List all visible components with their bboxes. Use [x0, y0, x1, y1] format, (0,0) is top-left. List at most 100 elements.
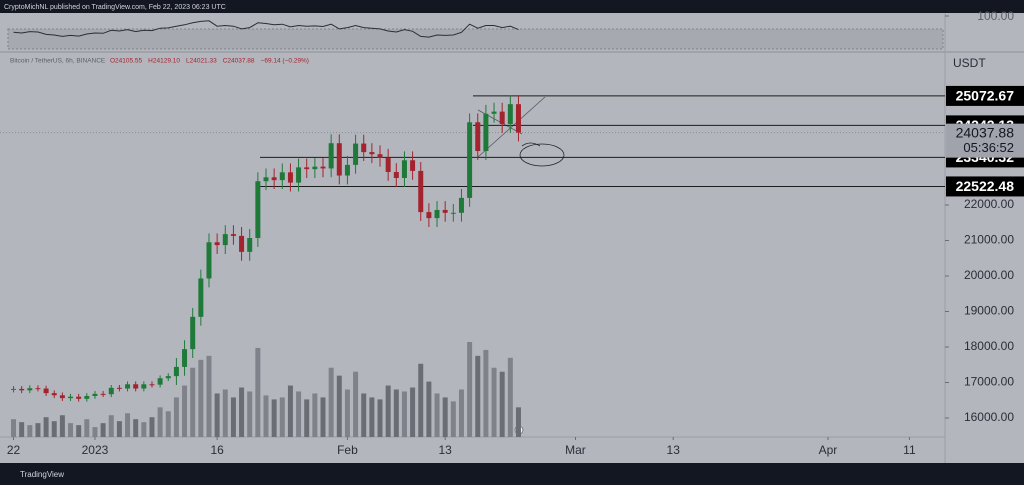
- candle-body: [125, 384, 131, 389]
- candle-body: [410, 160, 416, 171]
- volume-bar: [133, 419, 139, 437]
- volume-bar: [76, 425, 82, 437]
- candle-body: [100, 393, 106, 395]
- candle-body: [312, 166, 318, 170]
- volume-bar: [35, 423, 41, 437]
- volume-bar: [116, 421, 122, 437]
- x-tick-label: Feb: [337, 443, 358, 457]
- candle-body: [198, 278, 204, 317]
- candle-body: [84, 395, 90, 399]
- last-price-label: 24037.88: [956, 124, 1015, 140]
- candle-body: [43, 388, 49, 394]
- volume-bar: [336, 375, 342, 437]
- candle-body: [141, 384, 147, 389]
- volume-bar: [43, 417, 49, 437]
- volume-bar: [450, 401, 456, 437]
- volume-bar: [92, 427, 98, 437]
- x-tick-label: 16: [210, 443, 224, 457]
- countdown: 05:36:52: [963, 140, 1014, 155]
- level-label: 22522.48: [956, 178, 1015, 194]
- volume-bar: [84, 419, 90, 437]
- candle-body: [442, 209, 448, 213]
- volume-bar: [304, 399, 310, 437]
- candle-body: [165, 376, 171, 379]
- level-label-box: [946, 176, 1024, 197]
- candle-body: [76, 396, 82, 399]
- volume-bar: [59, 415, 65, 437]
- volume-bar: [507, 357, 513, 437]
- volume-bar: [27, 425, 33, 437]
- y-tick-label: 19000.00: [964, 304, 1014, 318]
- volume-bar: [385, 385, 391, 437]
- level-label: 25072.67: [956, 88, 1015, 104]
- quote-value: L24021.33: [186, 58, 217, 65]
- candle-body: [336, 143, 342, 176]
- volume-bar: [344, 389, 350, 437]
- x-tick-label: Apr: [819, 443, 838, 457]
- candle-body: [214, 242, 220, 246]
- volume-bar: [458, 389, 464, 437]
- candle-body: [68, 396, 74, 399]
- candle-body: [353, 143, 359, 165]
- footer-bar: [0, 463, 1024, 485]
- footer: TradingView: [20, 470, 64, 479]
- candle-body: [222, 234, 228, 246]
- volume-bar: [401, 391, 407, 437]
- legend: Bitcoin / TetherUS, 6h, BINANCE: [10, 58, 106, 65]
- volume-bar: [51, 421, 57, 437]
- candle-body: [304, 167, 310, 170]
- candle-body: [263, 177, 269, 182]
- candle-body: [255, 181, 261, 239]
- candle-body: [385, 157, 391, 172]
- candle-body: [344, 164, 350, 176]
- x-tick-label: Mar: [565, 443, 586, 457]
- candle-body: [491, 111, 497, 114]
- volume-bar: [206, 355, 212, 437]
- candle-body: [247, 238, 253, 252]
- candle-body: [92, 393, 98, 396]
- y-tick-label: 22000.00: [964, 197, 1014, 211]
- candle-body: [361, 143, 367, 153]
- quote-value: H24129.10: [148, 58, 180, 65]
- y-tick-label: 21000.00: [964, 233, 1014, 247]
- candle-body: [296, 167, 302, 183]
- candle-body: [499, 111, 505, 125]
- x-tick-label: 22: [7, 443, 21, 457]
- candle-body: [458, 197, 464, 213]
- candle-body: [287, 172, 293, 183]
- candle-body: [51, 393, 57, 396]
- volume-bar: [214, 393, 220, 437]
- volume-bar: [434, 393, 440, 437]
- candle-body: [320, 166, 326, 169]
- volume-bar: [182, 385, 188, 437]
- volume-bar: [279, 397, 285, 437]
- rsi-line: [13, 20, 519, 38]
- x-tick-label: 11: [903, 443, 916, 457]
- volume-bar: [483, 349, 489, 437]
- volume-bar: [296, 391, 302, 437]
- volume-bar: [190, 367, 196, 437]
- candle-body: [182, 349, 188, 367]
- volume-bar: [255, 347, 261, 437]
- y-tick-label: 16000.00: [964, 410, 1014, 424]
- volume-bar: [239, 387, 245, 437]
- volume-bar: [222, 389, 228, 437]
- volume-bar: [287, 385, 293, 437]
- volume-bar: [198, 359, 204, 437]
- x-tick-label: 13: [667, 443, 681, 457]
- candle-body: [426, 212, 432, 219]
- volume-bar: [515, 407, 521, 437]
- candle-body: [475, 122, 481, 152]
- y-tick-label: 18000.00: [964, 339, 1014, 353]
- volume-bar: [418, 363, 424, 437]
- volume-bar: [173, 397, 179, 437]
- candle-body: [19, 388, 25, 391]
- candle-body: [271, 177, 277, 181]
- volume-bar: [263, 395, 269, 437]
- trend-line: [477, 96, 546, 158]
- quote-value: O24105.55: [110, 58, 143, 65]
- volume-bar: [125, 413, 131, 437]
- candle-body: [157, 378, 163, 385]
- volume-bar: [426, 381, 432, 437]
